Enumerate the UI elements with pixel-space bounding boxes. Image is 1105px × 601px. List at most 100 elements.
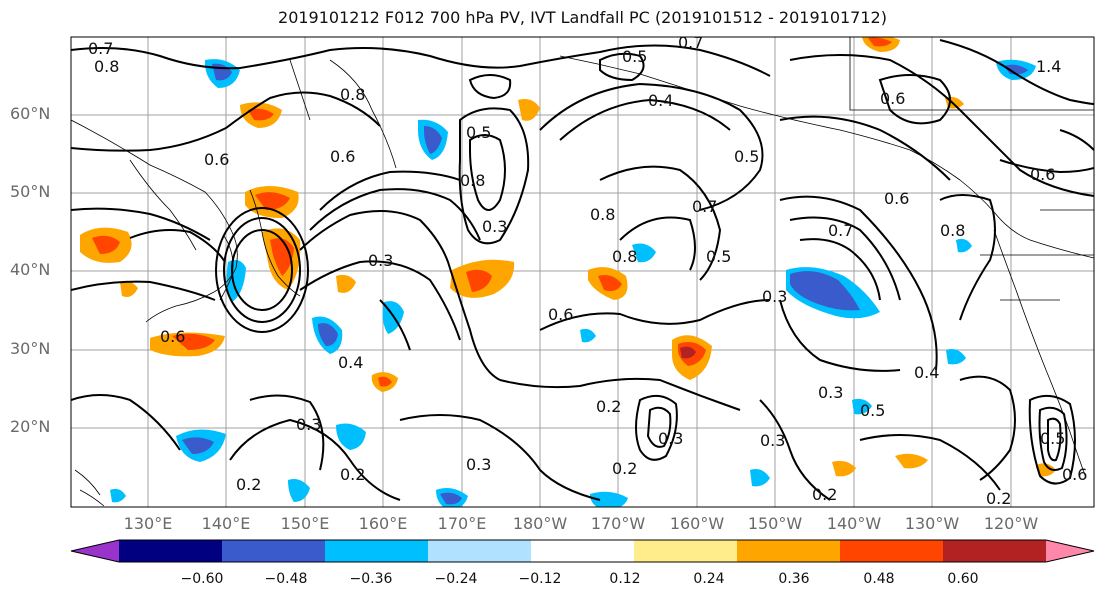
positive-patch bbox=[92, 235, 120, 254]
colorbar-outline bbox=[70, 539, 1095, 563]
contour-label: 0.7 bbox=[692, 197, 717, 216]
graticule bbox=[71, 37, 1094, 507]
contour-label: 0.5 bbox=[1040, 429, 1065, 448]
positive-patch bbox=[255, 192, 290, 210]
colorbar-segment bbox=[943, 540, 1047, 562]
colorbar-segment bbox=[428, 540, 532, 562]
contour-label: 0.5 bbox=[466, 123, 491, 142]
negative-patch bbox=[946, 349, 966, 365]
lon-label: 160°W bbox=[669, 514, 725, 533]
lat-label: 20°N bbox=[10, 417, 51, 436]
colorbar-extend-low bbox=[71, 540, 119, 562]
colorbar-tick-label: −0.36 bbox=[349, 571, 393, 587]
contour-label: 0.7 bbox=[828, 221, 853, 240]
colorbar-tick-label: 0.36 bbox=[778, 571, 810, 587]
contour-label: 0.4 bbox=[914, 363, 939, 382]
negative-patch bbox=[632, 243, 656, 263]
lon-label: 130°E bbox=[123, 514, 173, 533]
contour-labels: 0.7 0.8 0.5 0.6 0.4 0.5 0.8 0.6 0.6 0.7 … bbox=[88, 33, 1087, 508]
positive-patch bbox=[518, 99, 540, 121]
positive-patch bbox=[832, 460, 856, 477]
lon-label: 160°E bbox=[358, 514, 408, 533]
lon-label: 120°W bbox=[983, 514, 1039, 533]
positive-patch bbox=[466, 269, 492, 292]
positive-patch bbox=[120, 280, 138, 297]
contour-label: 0.5 bbox=[622, 47, 647, 66]
contour-label: 0.2 bbox=[236, 475, 261, 494]
contour-label: 0.2 bbox=[612, 459, 637, 478]
contour-label: 0.3 bbox=[760, 431, 785, 450]
contour-label: 0.2 bbox=[596, 397, 621, 416]
contour-label: 0.6 bbox=[1062, 465, 1087, 484]
positive-patch bbox=[1036, 463, 1056, 477]
positive-patch bbox=[680, 346, 696, 359]
lon-label: 140°E bbox=[201, 514, 251, 533]
negative-patch bbox=[288, 479, 310, 502]
colorbar-segment bbox=[634, 540, 738, 562]
lon-label: 140°W bbox=[826, 514, 882, 533]
positive-patch bbox=[248, 108, 274, 121]
positive-patch bbox=[868, 37, 892, 47]
colorbar-tick-label: 0.60 bbox=[947, 571, 979, 587]
contour-label: 0.7 bbox=[88, 39, 113, 58]
contour-label: 0.3 bbox=[658, 429, 683, 448]
contour-label: 0.7 bbox=[678, 33, 703, 52]
colorbar-tick-label: −0.12 bbox=[518, 571, 562, 587]
negative-patch bbox=[790, 271, 860, 311]
colorbar-segment bbox=[119, 540, 223, 562]
coastlines bbox=[71, 37, 1094, 507]
contour-label: 0.5 bbox=[706, 247, 731, 266]
map-title: 2019101212 F012 700 hPa PV, IVT Landfall… bbox=[278, 8, 887, 27]
positive-patch bbox=[598, 275, 622, 292]
colorbar-segment bbox=[325, 540, 429, 562]
contour-label: 0.3 bbox=[482, 217, 507, 236]
negative-patch bbox=[424, 126, 442, 154]
contour-label: 0.6 bbox=[204, 150, 229, 169]
map-frame bbox=[70, 36, 1095, 508]
colorbar-segment bbox=[840, 540, 944, 562]
negative-patch bbox=[750, 469, 770, 487]
colorbar-tick-label: 0.48 bbox=[863, 571, 895, 587]
lat-label: 30°N bbox=[10, 339, 51, 358]
contour-label: 0.8 bbox=[460, 171, 485, 190]
positive-patch bbox=[172, 333, 215, 350]
contour-label: 0.8 bbox=[340, 85, 365, 104]
lon-label: 170°E bbox=[437, 514, 487, 533]
colorbar-tick-label: 0.24 bbox=[693, 571, 725, 587]
lon-label: 180°W bbox=[512, 514, 568, 533]
colorbar-segment bbox=[531, 540, 635, 562]
contour-label: 0.5 bbox=[860, 401, 885, 420]
contour-label: 0.4 bbox=[338, 353, 363, 372]
negative-patch bbox=[182, 437, 214, 454]
colorbar bbox=[70, 539, 1095, 563]
positive-patch bbox=[336, 274, 356, 293]
positive-patch bbox=[895, 453, 928, 469]
contour-label: 0.3 bbox=[818, 383, 843, 402]
lon-label: 130°W bbox=[904, 514, 960, 533]
contour-label: 0.6 bbox=[548, 305, 573, 324]
colorbar-tick-label: −0.24 bbox=[434, 571, 478, 587]
negative-patch bbox=[580, 328, 596, 343]
contour-label: 0.5 bbox=[734, 147, 759, 166]
contour-label: 0.2 bbox=[812, 485, 837, 504]
negative-patch bbox=[336, 423, 366, 450]
negative-patch bbox=[852, 398, 872, 415]
colorbar-tick-label: 0.12 bbox=[609, 571, 641, 587]
contour-label: 1.4 bbox=[1036, 57, 1061, 76]
contour-label: 0.8 bbox=[94, 57, 119, 76]
colorbar-tick-label: −0.60 bbox=[180, 571, 224, 587]
contour-label: 0.8 bbox=[612, 247, 637, 266]
lon-label: 150°E bbox=[280, 514, 330, 533]
positive-patch bbox=[378, 376, 392, 387]
lat-label: 50°N bbox=[10, 182, 51, 201]
contour-lines bbox=[71, 39, 1094, 501]
negative-patch bbox=[956, 238, 972, 253]
colorbar-tick-label: −0.48 bbox=[264, 571, 308, 587]
contour-label: 0.2 bbox=[986, 489, 1011, 508]
contour-label: 0.6 bbox=[884, 189, 909, 208]
negative-patch bbox=[590, 491, 628, 507]
contour-label: 0.3 bbox=[368, 251, 393, 270]
contour-label: 0.6 bbox=[160, 327, 185, 346]
contour-label: 0.6 bbox=[1030, 165, 1055, 184]
negative-patch bbox=[440, 492, 462, 505]
